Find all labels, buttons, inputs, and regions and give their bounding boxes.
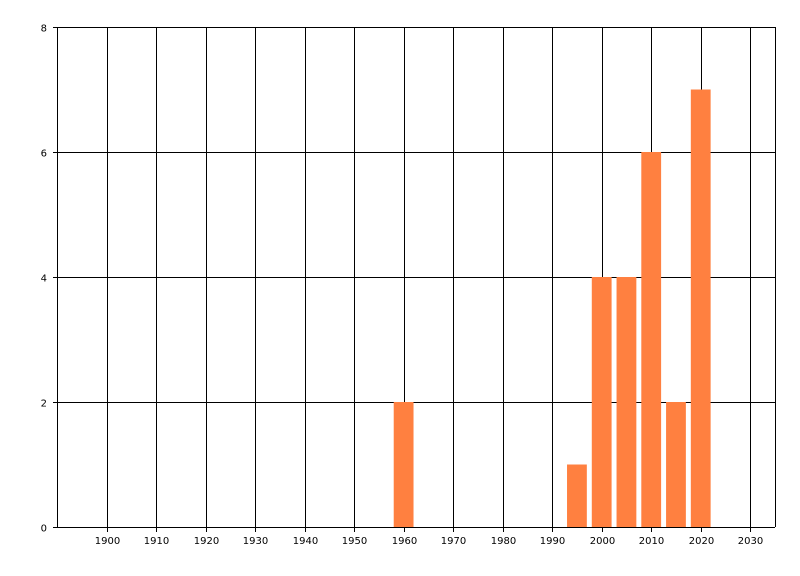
bars [393, 89, 711, 527]
x-tick-label: 1930 [243, 536, 268, 547]
x-tick-label: 2010 [639, 536, 664, 547]
x-tick-label: 1970 [441, 536, 466, 547]
bar-2020 [690, 89, 711, 527]
bar-1960 [393, 402, 414, 527]
x-tick-label: 1910 [144, 536, 169, 547]
bar-2000 [591, 277, 612, 527]
bar-2005 [616, 277, 637, 527]
x-tick-label: 1960 [392, 536, 417, 547]
y-tick-label: 2 [41, 399, 47, 410]
x-tick-label: 1980 [491, 536, 516, 547]
x-tick-label: 1940 [293, 536, 318, 547]
x-tick-label: 1990 [540, 536, 565, 547]
x-tick-label: 1900 [95, 536, 120, 547]
y-tick-label: 0 [41, 524, 47, 535]
bar-1995 [567, 464, 587, 527]
x-tick-label: 1950 [342, 536, 367, 547]
x-tick-label: 2020 [689, 536, 714, 547]
bar-2010 [641, 152, 662, 527]
bar-2015 [666, 402, 686, 527]
y-tick-label: 6 [41, 149, 47, 160]
x-tick-label: 2030 [738, 536, 763, 547]
axes: 0 2 4 6 8 1900 1910 1920 1930 1940 1950 1960 1970 198… [41, 24, 776, 547]
y-tick-label: 8 [41, 24, 47, 35]
x-tick-label: 2000 [590, 536, 615, 547]
y-tick-label: 4 [41, 274, 47, 285]
x-tick-label: 1920 [194, 536, 219, 547]
